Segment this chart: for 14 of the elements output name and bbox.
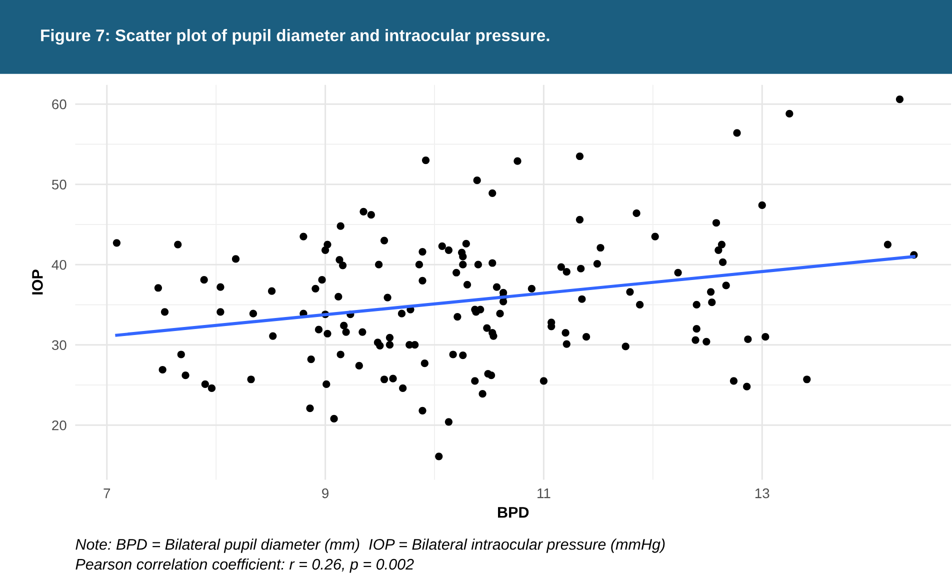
text: Pearson correlation coefficient: r = 0.26, p = 0.002 — [76, 558, 414, 573]
y-tick-label: 20 — [52, 420, 66, 430]
y-axis-title: IOP — [32, 270, 43, 294]
text: Note: BPD = Bilateral pupil diameter (mm) IOP = Bilateral intraocular pressure (mmHg) — [76, 538, 665, 553]
x-tick-label: 9 — [322, 488, 328, 498]
y-tick-label: 40 — [52, 260, 66, 270]
x-axis-title: BPD — [498, 507, 529, 518]
y-tick-label: 30 — [52, 340, 66, 350]
y-tick-label: 50 — [52, 180, 66, 190]
y-tick-label: 60 — [52, 99, 66, 110]
chart-title: Figure 7: Scatter plot of pupil diameter and intraocular pressure. — [41, 29, 550, 45]
x-tick-label: 7 — [104, 488, 110, 498]
x-tick-label: 11 — [538, 488, 550, 498]
x-tick-label: 13 — [755, 488, 770, 498]
